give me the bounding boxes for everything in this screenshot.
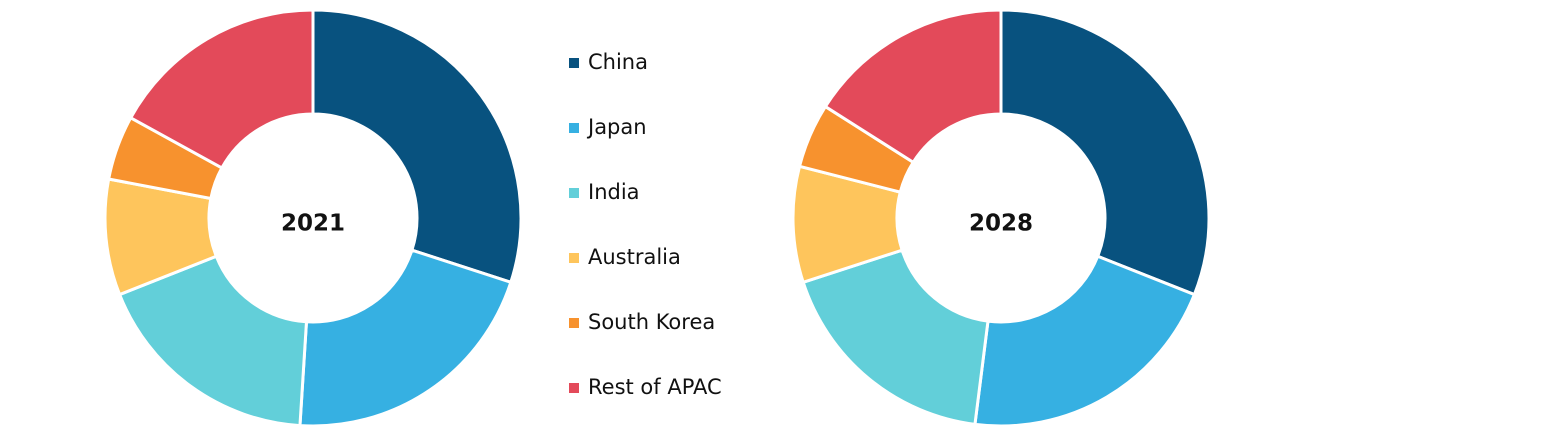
legend-swatch bbox=[569, 123, 579, 133]
center-label: 2028 bbox=[969, 211, 1033, 237]
donut-slice bbox=[801, 248, 990, 427]
center-label: 2021 bbox=[281, 211, 345, 237]
legend-swatch bbox=[569, 188, 579, 198]
legend-swatch bbox=[569, 253, 579, 263]
legend-label: Rest of APAC bbox=[588, 375, 722, 399]
legend-swatch bbox=[569, 383, 579, 393]
donut-slice bbox=[823, 8, 1003, 165]
legend-swatch bbox=[569, 58, 579, 68]
legend-label: South Korea bbox=[588, 310, 715, 334]
legend-label: Australia bbox=[588, 245, 681, 269]
donut-slice bbox=[311, 8, 523, 285]
donut-slice bbox=[973, 254, 1197, 428]
legend-label: India bbox=[588, 180, 640, 204]
legend-label: Japan bbox=[586, 115, 647, 139]
donut-slice bbox=[128, 8, 315, 170]
legend-swatch bbox=[569, 318, 579, 328]
donut-slice bbox=[117, 254, 309, 428]
legend-label: China bbox=[588, 50, 648, 74]
donut-slice bbox=[999, 8, 1211, 297]
donut-slice bbox=[298, 248, 513, 428]
